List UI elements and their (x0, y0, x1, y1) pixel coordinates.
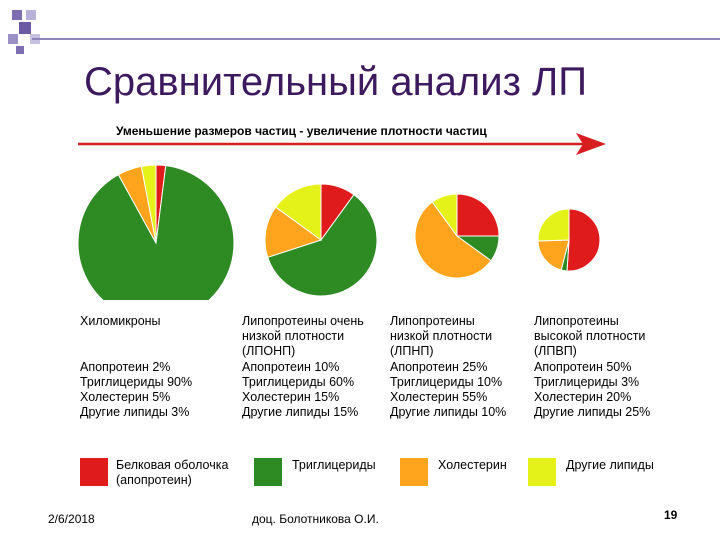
legend-swatch-triglycerides (254, 458, 282, 486)
pie-slice-cholesterol (414, 201, 492, 279)
legend-label-other-lipids: Другие липиды (566, 458, 654, 472)
value-line: Апопротеин 10% (242, 360, 340, 374)
legend-swatch-cholesterol (400, 458, 428, 486)
value-line: Холестерин 15% (242, 390, 340, 404)
series-name-line: Липопротеины (390, 314, 475, 328)
series-name-line: высокой плотности (534, 329, 646, 343)
pie-slice-other-lipids (275, 183, 322, 241)
pie-slice-other-lipids (431, 193, 458, 238)
page-number: 19 (664, 508, 678, 522)
legend-swatch-protein (80, 458, 108, 486)
value-line: Холестерин 55% (390, 390, 488, 404)
arrow-caption: Уменьшение размеров частиц - увеличение … (116, 124, 487, 138)
pie-slice-protein (456, 193, 500, 237)
series-name-line: Липопротеины очень (242, 314, 364, 328)
value-line: Триглицериды 90% (80, 375, 193, 389)
arrow-head (576, 133, 606, 155)
value-line: Холестерин 5% (80, 390, 171, 404)
pie-0 (77, 164, 235, 300)
col-chylomicrons: Хиломикроны Апопротеин 2% Триглицериды 9… (80, 314, 192, 420)
value-line: Другие липиды 3% (80, 405, 190, 419)
pie-charts (77, 164, 601, 300)
series-name-line: Хиломикроны (80, 314, 161, 328)
legend-label-cholesterol: Холестерин (438, 458, 507, 472)
series-name-line: (ЛПВП) (534, 344, 577, 358)
pie-1 (264, 183, 378, 297)
slide-title: Сравнительный анализ ЛП (84, 60, 588, 104)
col-hdl: Липопротеины высокой плотности (ЛПВП) Ап… (534, 314, 650, 420)
value-line: Триглицериды 10% (390, 375, 503, 389)
direction-arrow (78, 133, 606, 155)
col-ldl: Липопротеины низкой плотности (ЛПНП) Апо… (390, 314, 506, 420)
value-line: Другие липиды 10% (390, 405, 507, 419)
pie-2 (414, 193, 500, 279)
pie-slice-protein (566, 208, 601, 272)
pie-slice-cholesterol (537, 239, 570, 271)
legend-label-protein: Белковая оболочка (апопротеин) (116, 458, 229, 487)
series-name-line: Липопротеины (534, 314, 619, 328)
value-line: Триглицериды 3% (534, 375, 640, 389)
value-line: Апопротеин 2% (80, 360, 171, 374)
series-name-line: низкой плотности (390, 329, 493, 343)
pie-slice-cholesterol (264, 206, 323, 258)
value-line: Триглицериды 60% (242, 375, 355, 389)
pie-slice-triglycerides (77, 165, 235, 300)
value-line: Апопротеин 25% (390, 360, 488, 374)
series-name-line: (ЛПНП) (390, 344, 434, 358)
value-line: Апопротеин 50% (534, 360, 632, 374)
pie-slice-triglycerides (267, 194, 378, 297)
legend-swatch-other-lipids (528, 458, 556, 486)
title-rule (32, 38, 720, 40)
footer-date: 2/6/2018 (48, 512, 95, 526)
pie-slice-other-lipids (537, 208, 570, 242)
footer-author: доц. Болотникова О.И. (252, 512, 379, 526)
value-line: Другие липиды 15% (242, 405, 359, 419)
series-name-line: низкой плотности (242, 329, 345, 343)
series-name-line: (ЛПОНП) (242, 344, 296, 358)
value-line: Другие липиды 25% (534, 405, 651, 419)
pie-slice-other-lipids (140, 164, 157, 244)
col-vldl: Липопротеины очень низкой плотности (ЛПО… (242, 314, 364, 420)
pie-3 (537, 208, 601, 272)
legend-label-triglycerides: Триглицериды (292, 458, 376, 472)
value-line: Холестерин 20% (534, 390, 632, 404)
